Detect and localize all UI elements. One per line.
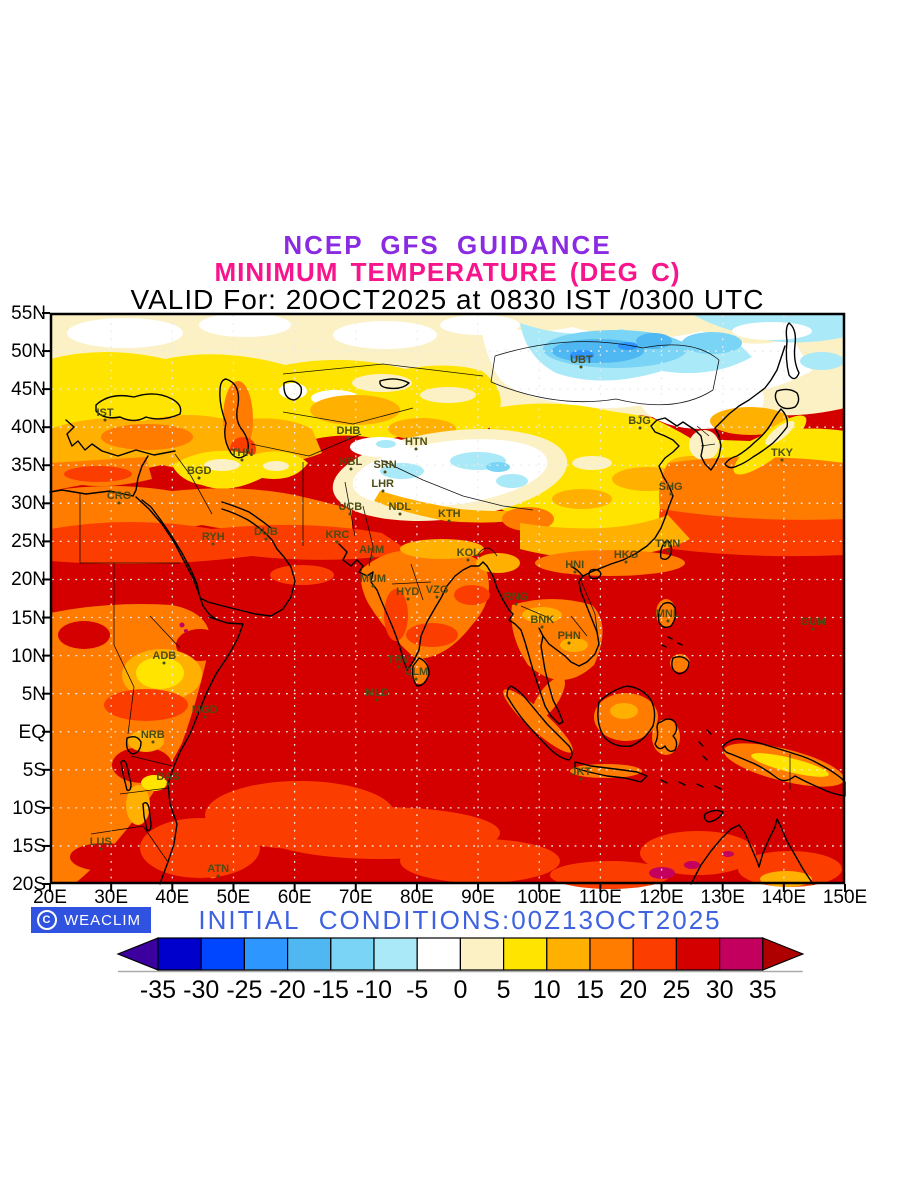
lat-label: 40N <box>11 417 46 439</box>
lat-label: 45N <box>11 379 46 401</box>
lat-label: 10S <box>12 797 46 819</box>
colorbar-tick-label: 10 <box>533 976 561 1004</box>
colorbar-left-arrow <box>116 937 159 971</box>
weaclim-logo: C WEACLIM <box>31 907 152 933</box>
lon-label: 40E <box>155 887 190 908</box>
lat-label: EQ <box>18 721 46 743</box>
logo-text: WEACLIM <box>64 911 142 929</box>
colorbar-segment <box>589 937 634 971</box>
lat-label: 55N <box>11 303 46 324</box>
map-frame <box>49 312 846 885</box>
colorbar-tick-label: 30 <box>706 976 734 1004</box>
colorbar-segment <box>416 937 462 971</box>
colorbar-segment <box>503 937 548 971</box>
lon-label: 110E <box>578 887 622 908</box>
colorbar-segment <box>546 937 591 971</box>
lat-label: 20N <box>11 569 46 591</box>
lon-label: 120E <box>639 887 684 908</box>
colorbar-segment <box>373 937 418 971</box>
lon-label: 90E <box>461 887 495 908</box>
colorbar-tick-label: 15 <box>576 976 604 1004</box>
lat-label: 15S <box>12 835 46 857</box>
lon-label: 100E <box>517 887 562 908</box>
valid-time-line: VALID For: 20OCT2025 at 0830 IST /0300 U… <box>130 284 765 315</box>
lat-label: 5S <box>22 759 46 781</box>
colorbar-tick-label: -25 <box>226 976 262 1004</box>
lat-label: 20S <box>12 874 46 895</box>
colorbar-tick-label: 20 <box>619 976 647 1004</box>
temperature-map <box>42 312 846 892</box>
colorbar-tick-label: -5 <box>406 976 428 1004</box>
temperature-colorbar: -35 -30 -25 -20 -15 -10 -5 0 5 10 15 20 25 30 35 <box>116 937 805 1004</box>
lon-label: 30E <box>94 887 129 908</box>
lon-label: 20E <box>33 887 67 908</box>
colorbar-segment <box>459 937 505 971</box>
field-title: MINIMUM TEMPERATURE (DEG C) <box>214 257 681 287</box>
axis-ticks <box>42 312 846 892</box>
lon-label: 150E <box>822 887 868 908</box>
lat-label: 25N <box>11 531 46 553</box>
copyright-icon: C <box>37 910 57 930</box>
colorbar-segment <box>330 937 375 971</box>
initial-conditions-line: INITIAL CONDITIONS:00Z13OCT2025 <box>198 905 722 935</box>
colorbar-tick-label: 25 <box>662 976 690 1004</box>
product-title: NCEP GFS GUIDANCE <box>283 230 612 260</box>
colorbar-tick-label: -15 <box>313 976 349 1004</box>
lon-label: 50E <box>216 887 251 908</box>
colorbar-right-arrow <box>762 937 805 971</box>
lat-lon-grid <box>52 315 843 882</box>
lat-label: 30N <box>11 493 46 515</box>
colorbar-segment <box>718 937 764 971</box>
colorbar-tick-label: 35 <box>749 976 777 1004</box>
lon-label: 140E <box>761 887 807 908</box>
lat-label: 50N <box>11 341 46 363</box>
country-borders <box>79 341 791 863</box>
colorbar-tick-label: -30 <box>183 976 219 1004</box>
colorbar-segment <box>157 937 202 971</box>
colorbar-segment <box>675 937 721 971</box>
colorbar-segment <box>200 937 245 971</box>
colorbar-segment <box>632 937 678 971</box>
lat-label: 10N <box>11 645 46 667</box>
colorbar-tick-label: -10 <box>356 976 392 1004</box>
colorbar-segment <box>287 937 332 971</box>
lon-label: 60E <box>277 887 312 908</box>
colorbar-segment <box>243 937 289 971</box>
lat-label: 5N <box>21 683 46 705</box>
lon-label: 80E <box>400 887 434 908</box>
colorbar-tick-label: -35 <box>140 976 176 1004</box>
lon-label: 130E <box>700 887 745 908</box>
colorbar-tick-label: 5 <box>497 976 511 1004</box>
colorbar-tick-label: 0 <box>453 976 467 1004</box>
lon-label: 70E <box>338 887 373 908</box>
colorbar-tick-label: -20 <box>270 976 306 1004</box>
lat-label: 35N <box>11 455 46 477</box>
lat-label: 15N <box>11 607 46 629</box>
